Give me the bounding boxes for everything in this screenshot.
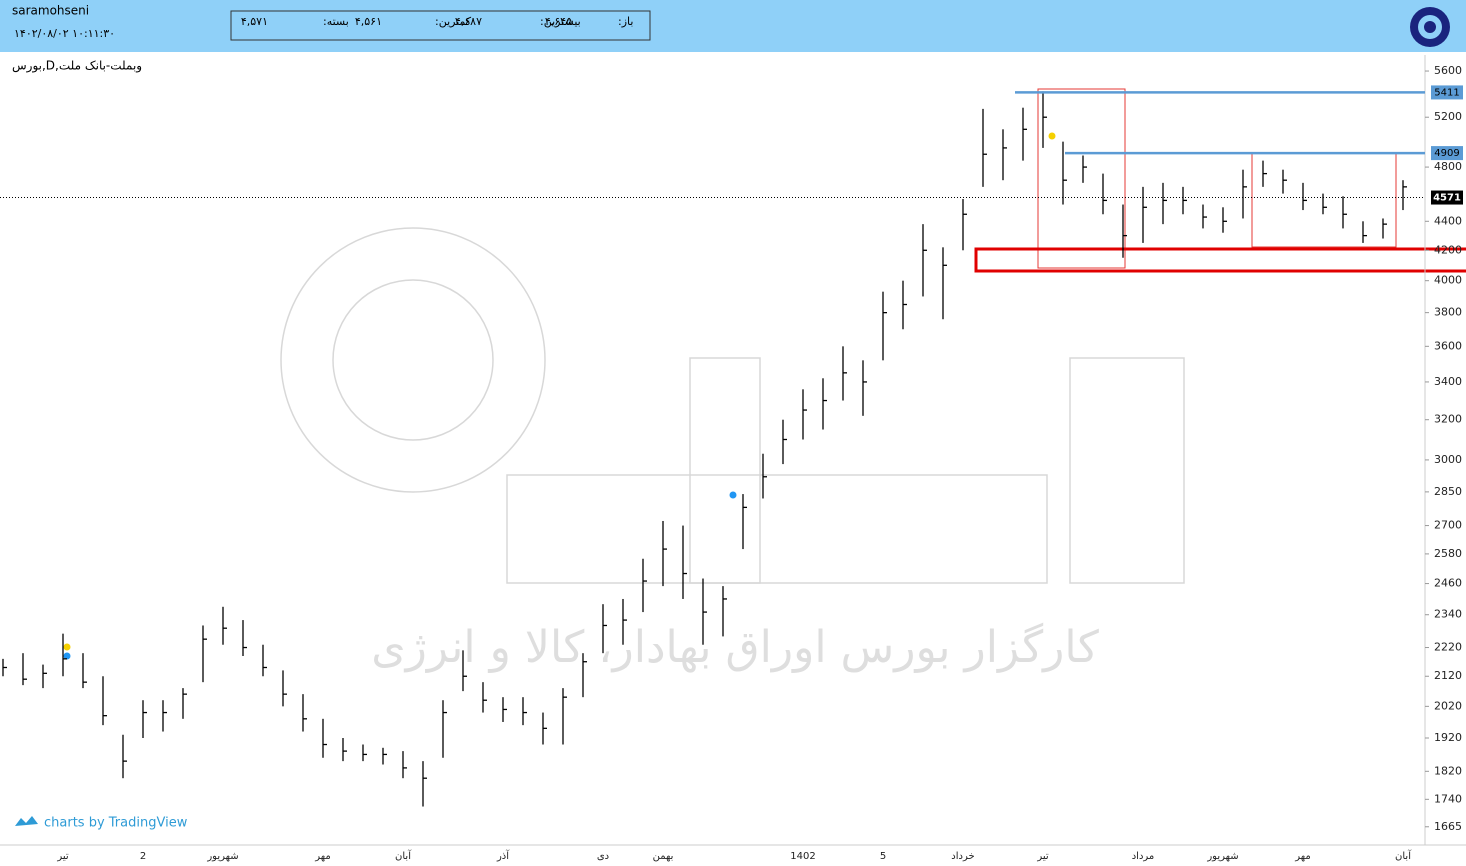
y-tick-label: 2340 [1434,608,1462,621]
x-tick-label: بهمن [653,851,674,862]
range-box [1251,152,1397,248]
y-tick-label: 4400 [1434,214,1462,227]
level-label: 4909 [1434,148,1459,159]
datetime: ۱۴۰۲/۰۸/۰۲ ۱۰:۱۱:۳۰ [14,27,115,40]
y-tick-label: 2580 [1434,547,1462,560]
y-tick-label: 2020 [1434,699,1462,712]
quote-label: بسته: [323,15,349,28]
signal-dot [63,643,71,651]
y-tick-label: 3400 [1434,375,1462,388]
y-tick-label: 2850 [1434,485,1462,498]
x-tick-label: آبان [1395,849,1412,862]
y-tick-label: 2460 [1434,577,1462,590]
x-tick-label: شهریور [206,851,238,862]
quote-value: ۴,۵۶۱ [355,15,382,28]
quote-box [230,10,651,41]
user-name: saramohseni [12,4,89,18]
level-label: 5411 [1434,87,1459,98]
last-price-box [1431,190,1463,205]
y-tick-label: 4800 [1434,160,1462,173]
x-tick-label: مرداد [1132,851,1155,862]
x-tick-label: تیر [1036,851,1049,862]
y-tick-label: 2220 [1434,641,1462,654]
x-tick-label: خرداد [951,851,974,862]
x-tick-label: تیر [56,851,69,862]
level-label-box [1431,85,1463,100]
x-tick-label: مهر [314,851,330,862]
logo-core [1424,21,1436,33]
x-tick-label: دی [597,851,609,862]
header: saramohseni ۱۴۰۲/۰۸/۰۲ ۱۰:۱۱:۳۰ باز: ۴,۶۴… [12,4,1450,47]
y-tick-label: 3200 [1434,413,1462,426]
watermark-shape [1069,357,1185,584]
y-tick-label: 3800 [1434,306,1462,319]
y-tick-label: 1665 [1434,820,1462,833]
watermark [280,227,1185,584]
credit: charts by TradingView [44,816,188,831]
watermark-shape [689,357,761,584]
y-tick-label: 3600 [1434,339,1462,352]
y-tick-label: 4200 [1434,243,1462,256]
x-tick-label: مهر [1294,851,1310,862]
watermark-text: کارگزار بورس اوراق بهادار، کالا و انرژی [371,622,1099,673]
watermark-ring [280,227,546,493]
y-tick-label: 3000 [1434,453,1462,466]
level-label-box [1431,146,1463,161]
y-tick-label: 1740 [1434,792,1462,805]
credit-logo [15,816,38,826]
y-tick-label: 2700 [1434,519,1462,532]
quote-value: ۴,۶۴۵ [545,15,572,28]
y-tick-label: 2120 [1434,669,1462,682]
quote-value: ۴,۵۷۱ [241,15,268,28]
quote-label: باز: [618,15,633,28]
watermark-shape [506,474,1048,584]
watermark-ring [332,279,494,441]
y-tick-label: 5600 [1434,64,1462,77]
y-tick-label: 4000 [1434,274,1462,287]
symbol: بورس,D,وبملت-بانک ملت [12,59,142,74]
range-box [1037,88,1126,269]
y-tick-label: 5200 [1434,110,1462,123]
x-tick-label: شهریور [1206,851,1238,862]
quote-label: بیشترین: [540,15,581,28]
header-bar [0,0,1466,52]
x-tick-label: 5 [880,851,886,862]
y-tick-label: 1820 [1434,764,1462,777]
x-tick-label: 1402 [790,851,815,862]
quote-value: ۴,۶۸۷ [455,15,482,28]
support-zone [974,247,1466,273]
signal-dot [63,652,71,660]
signal-dot [1048,132,1056,140]
quote-label: کمترین: [435,15,472,28]
last-price-label: 4571 [1433,193,1461,204]
x-tick-label: آبان [395,849,412,862]
x-tick-label: 2 [140,851,146,862]
x-tick-label: آذر [496,849,510,862]
y-tick-label: 1920 [1434,731,1462,744]
signal-dot [729,491,737,499]
